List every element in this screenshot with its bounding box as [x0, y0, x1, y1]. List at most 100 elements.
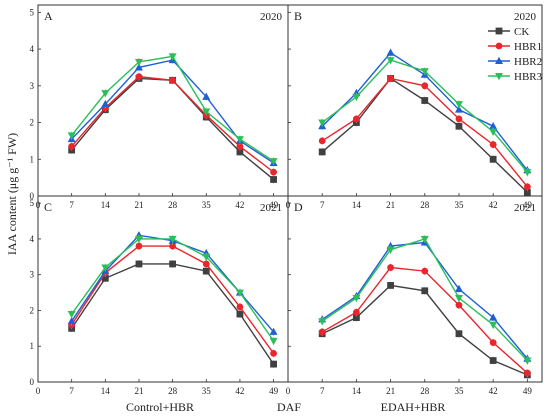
- data-point: [455, 122, 463, 130]
- panel-letter: A: [44, 9, 53, 23]
- data-point: [421, 82, 429, 90]
- x-tick-label: 42: [235, 200, 244, 210]
- x-tick-label: 21: [386, 200, 395, 210]
- data-point: [101, 274, 109, 282]
- data-point: [455, 330, 463, 338]
- data-point: [318, 119, 327, 127]
- x-tick-label: 49: [269, 386, 279, 396]
- data-point: [352, 308, 360, 316]
- series-line: [71, 77, 275, 181]
- legend-marker: [495, 42, 503, 50]
- data-point: [101, 264, 110, 272]
- data-point: [489, 155, 497, 163]
- data-point: [169, 260, 177, 268]
- x-tick-label: 14: [352, 200, 362, 210]
- data-point: [489, 357, 497, 364]
- data-point: [489, 122, 498, 130]
- data-point: [269, 158, 278, 166]
- data-point: [421, 267, 429, 275]
- data-point: [202, 92, 211, 100]
- data-point: [489, 339, 497, 347]
- data-point: [67, 132, 76, 140]
- data-point: [269, 337, 278, 346]
- legend-marker: [495, 56, 503, 64]
- legend-marker: [495, 73, 503, 81]
- y-tick-label: 4: [30, 44, 35, 54]
- data-point: [454, 105, 463, 113]
- data-point: [202, 253, 211, 262]
- y-tick-label: 1: [30, 154, 35, 164]
- data-point: [202, 260, 210, 268]
- y-tick-label: 1: [30, 341, 35, 351]
- x-tick-label: 21: [134, 386, 143, 396]
- data-point: [135, 242, 143, 250]
- data-point: [523, 183, 531, 191]
- series-hbr3: [67, 52, 278, 166]
- panel-year: 2021: [514, 202, 536, 214]
- x-tick-label: 7: [69, 200, 74, 210]
- series-hbr3: [318, 56, 532, 177]
- data-point: [386, 246, 395, 254]
- y-tick-label: 4: [30, 234, 35, 244]
- y-tick-label: 5: [30, 7, 35, 17]
- data-point: [454, 294, 463, 303]
- data-point: [318, 137, 326, 145]
- panel-frame: [287, 195, 543, 383]
- data-point: [236, 143, 244, 150]
- data-point: [318, 148, 326, 156]
- data-point: [68, 143, 76, 150]
- data-point: [270, 360, 277, 368]
- y-tick-label: 2: [30, 118, 35, 128]
- y-tick-label: 3: [30, 270, 35, 280]
- x-label-edah: EDAH+HBR: [381, 400, 446, 414]
- x-tick-label: 14: [352, 386, 362, 396]
- data-point: [202, 267, 210, 275]
- data-point: [236, 303, 244, 311]
- data-point: [235, 289, 244, 297]
- data-point: [489, 128, 498, 136]
- panel-b: 0 7 14 21 28 35 42 49B 2020: [286, 4, 543, 210]
- data-point: [387, 75, 394, 82]
- data-point: [489, 141, 497, 148]
- data-point: [387, 264, 394, 271]
- x-tick-label: 7: [69, 386, 74, 396]
- series-hbr1: [68, 72, 277, 177]
- data-point: [134, 63, 143, 71]
- data-point: [523, 169, 532, 177]
- legend-label: HBR2: [514, 56, 542, 68]
- data-point: [270, 349, 277, 357]
- x-tick-label: 0: [286, 386, 291, 396]
- data-point: [67, 311, 76, 319]
- data-point: [489, 313, 498, 321]
- data-point: [168, 53, 177, 61]
- series-hbr1: [318, 263, 531, 378]
- panel-year: 2020: [514, 11, 537, 23]
- panel-frame: [37, 4, 289, 197]
- data-point: [420, 235, 429, 244]
- x-tick-label: 42: [235, 386, 244, 396]
- data-point: [101, 99, 110, 108]
- data-point: [236, 310, 244, 318]
- data-point: [523, 357, 532, 365]
- panel-frame: [287, 4, 543, 197]
- data-point: [269, 327, 278, 335]
- legend-marker: [495, 27, 503, 35]
- y-axis-title: IAA content (μg g⁻¹ FW): [5, 133, 19, 255]
- x-tick-label: 42: [489, 386, 498, 396]
- x-tick-label: 35: [202, 200, 212, 210]
- x-tick-label: 35: [202, 386, 212, 396]
- data-point: [202, 108, 211, 116]
- y-tick-label: 5: [30, 198, 35, 208]
- series-hbr1: [318, 74, 531, 191]
- series-hbr2: [318, 238, 532, 363]
- x-tick-label: 7: [320, 200, 325, 210]
- panel-d: 0 7 14 21 28 35 42 49 D 2021: [286, 195, 543, 396]
- data-point: [169, 242, 177, 250]
- data-point: [352, 93, 361, 102]
- panel-year: 2020: [260, 11, 283, 23]
- data-point: [454, 101, 463, 109]
- y-tick-label: 0: [30, 377, 35, 387]
- panel-letter: B: [294, 9, 302, 23]
